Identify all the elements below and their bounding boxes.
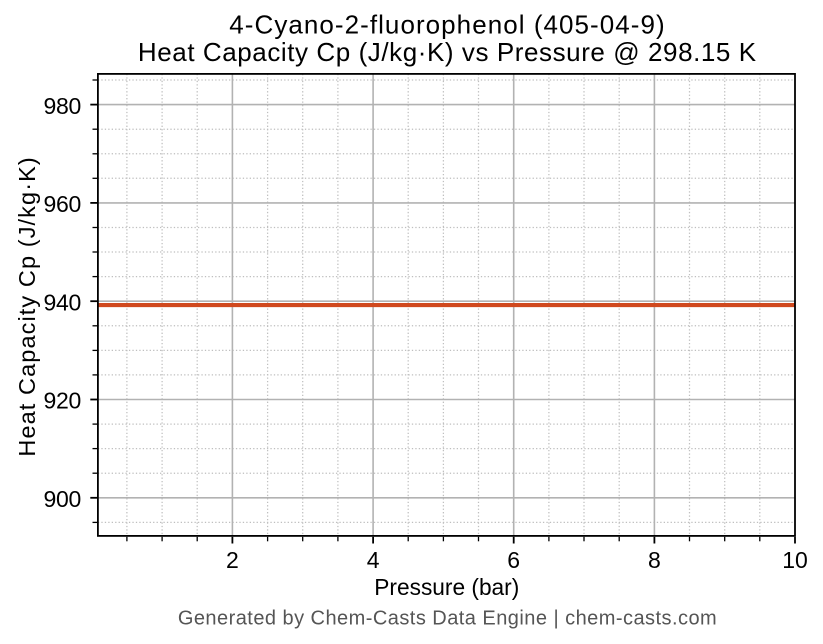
svg-text:900: 900 <box>44 486 81 512</box>
svg-text:4-Cyano-2-fluorophenol (405-04: 4-Cyano-2-fluorophenol (405-04-9) <box>229 9 665 39</box>
svg-text:10: 10 <box>782 547 808 573</box>
svg-text:Generated by Chem-Casts Data E: Generated by Chem-Casts Data Engine | ch… <box>178 608 717 630</box>
svg-text:Heat Capacity Cp (J/kg·K) vs P: Heat Capacity Cp (J/kg·K) vs Pressure @ … <box>138 37 757 67</box>
svg-text:6: 6 <box>507 547 520 573</box>
svg-text:8: 8 <box>648 547 661 573</box>
svg-text:920: 920 <box>44 388 81 414</box>
svg-text:980: 980 <box>44 93 81 119</box>
svg-text:960: 960 <box>44 191 81 217</box>
svg-text:2: 2 <box>226 547 239 573</box>
svg-text:Pressure (bar): Pressure (bar) <box>374 574 519 600</box>
svg-text:Heat Capacity Cp (J/kg·K): Heat Capacity Cp (J/kg·K) <box>14 156 40 456</box>
svg-text:4: 4 <box>367 547 380 573</box>
svg-text:940: 940 <box>44 289 81 315</box>
